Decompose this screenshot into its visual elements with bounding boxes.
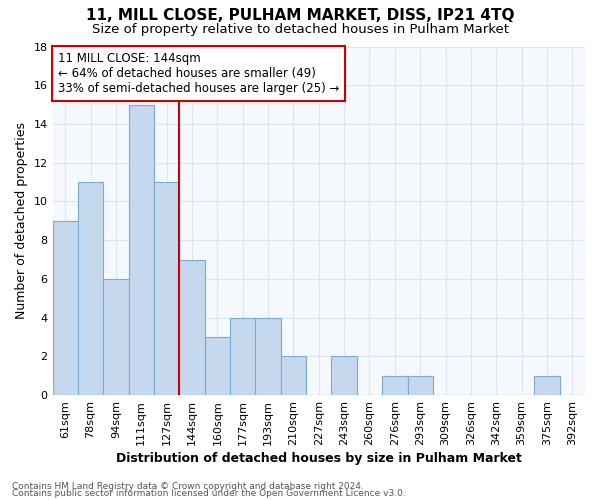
X-axis label: Distribution of detached houses by size in Pulham Market: Distribution of detached houses by size … [116, 452, 522, 465]
Bar [407, 376, 433, 395]
Bar [53, 221, 78, 395]
Bar [331, 356, 357, 395]
Bar [154, 182, 179, 395]
Bar [78, 182, 103, 395]
Bar [230, 318, 256, 395]
Text: Size of property relative to detached houses in Pulham Market: Size of property relative to detached ho… [91, 22, 509, 36]
Text: Contains public sector information licensed under the Open Government Licence v3: Contains public sector information licen… [12, 490, 406, 498]
Text: 11 MILL CLOSE: 144sqm
← 64% of detached houses are smaller (49)
33% of semi-deta: 11 MILL CLOSE: 144sqm ← 64% of detached … [58, 52, 339, 94]
Bar [382, 376, 407, 395]
Bar [534, 376, 560, 395]
Bar [179, 260, 205, 395]
Y-axis label: Number of detached properties: Number of detached properties [15, 122, 28, 320]
Text: Contains HM Land Registry data © Crown copyright and database right 2024.: Contains HM Land Registry data © Crown c… [12, 482, 364, 491]
Bar [256, 318, 281, 395]
Bar [281, 356, 306, 395]
Text: 11, MILL CLOSE, PULHAM MARKET, DISS, IP21 4TQ: 11, MILL CLOSE, PULHAM MARKET, DISS, IP2… [86, 8, 514, 22]
Bar [103, 279, 128, 395]
Bar [128, 104, 154, 395]
Bar [205, 337, 230, 395]
